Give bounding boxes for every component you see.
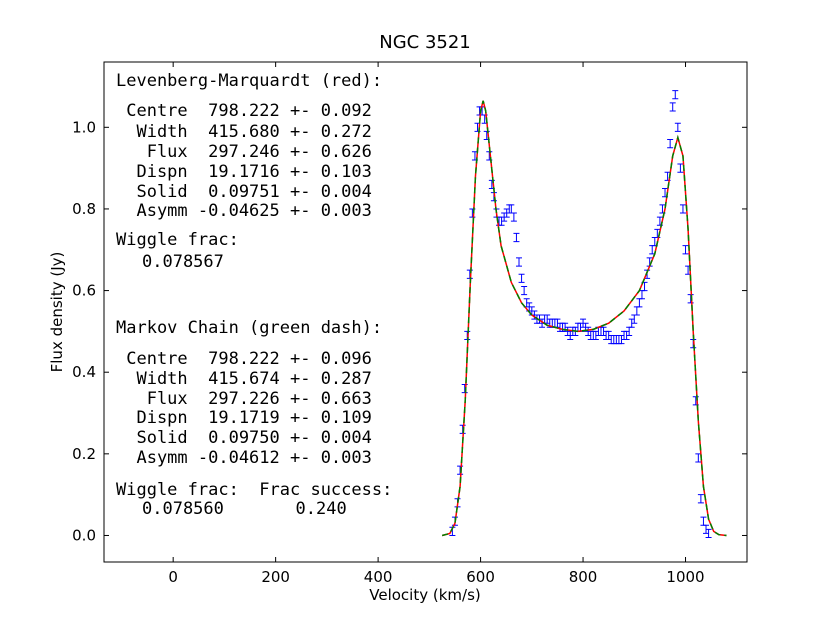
y-tick-label: 0.4: [72, 363, 96, 381]
error-bar: [672, 90, 679, 100]
error-bar: [697, 494, 704, 504]
error-bar: [654, 228, 661, 239]
annotation: 0.078560 0.240: [142, 499, 347, 519]
error-bar: [510, 212, 517, 222]
x-tick-label: 800: [569, 568, 598, 586]
error-bar: [516, 257, 523, 267]
error-bar: [679, 204, 686, 214]
x-axis-label: Velocity (km/s): [369, 586, 480, 604]
annotation: Wiggle frac: Frac success:: [116, 480, 392, 500]
annotation: Solid 0.09751 +- 0.004: [116, 182, 372, 202]
x-tick-label: 1000: [666, 568, 704, 586]
y-tick-label: 1.0: [72, 118, 96, 136]
annotation: Solid 0.09750 +- 0.004: [116, 428, 372, 448]
annotation: Centre 798.222 +- 0.092: [116, 101, 372, 121]
annotation: Width 415.674 +- 0.287: [116, 369, 372, 389]
annotation: Dispn 19.1719 +- 0.109: [116, 408, 372, 428]
annotation: Asymm -0.04612 +- 0.003: [116, 448, 372, 468]
annotation: Levenberg-Marquardt (red):: [116, 71, 382, 91]
annotation: Asymm -0.04625 +- 0.003: [116, 201, 372, 221]
y-tick-label: 0.2: [72, 445, 96, 463]
annotation: 0.078567: [142, 252, 224, 272]
x-tick-label: 0: [168, 568, 178, 586]
annotation: Wiggle frac:: [116, 230, 239, 250]
annotation: Centre 798.222 +- 0.096: [116, 349, 372, 369]
annotation: Flux 297.226 +- 0.663: [116, 389, 372, 409]
error-bar: [667, 139, 674, 149]
error-bar: [674, 122, 681, 132]
y-axis-label: Flux density (Jy): [48, 252, 66, 373]
error-bar: [677, 163, 684, 173]
error-bar: [513, 232, 520, 243]
x-tick-label: 200: [261, 568, 290, 586]
plot-frame: [103, 61, 748, 563]
error-bar: [521, 285, 528, 296]
chart-title: NGC 3521: [379, 32, 471, 53]
annotation: Dispn 19.1716 +- 0.103: [116, 162, 372, 182]
y-tick-label: 0.8: [72, 200, 96, 218]
error-bar: [705, 528, 712, 539]
error-bar: [461, 383, 468, 394]
annotation: Width 415.680 +- 0.272: [116, 122, 372, 142]
error-bar: [669, 102, 676, 112]
model-curve: [441, 100, 727, 537]
x-tick-label: 400: [364, 568, 393, 586]
error-bar: [518, 273, 525, 283]
annotation: Markov Chain (green dash):: [116, 318, 382, 338]
y-tick-label: 0.0: [72, 526, 96, 544]
annotation: Flux 297.246 +- 0.626: [116, 142, 372, 162]
error-bar: [682, 245, 689, 255]
y-tick-label: 0.6: [72, 282, 96, 300]
x-tick-label: 600: [466, 568, 495, 586]
